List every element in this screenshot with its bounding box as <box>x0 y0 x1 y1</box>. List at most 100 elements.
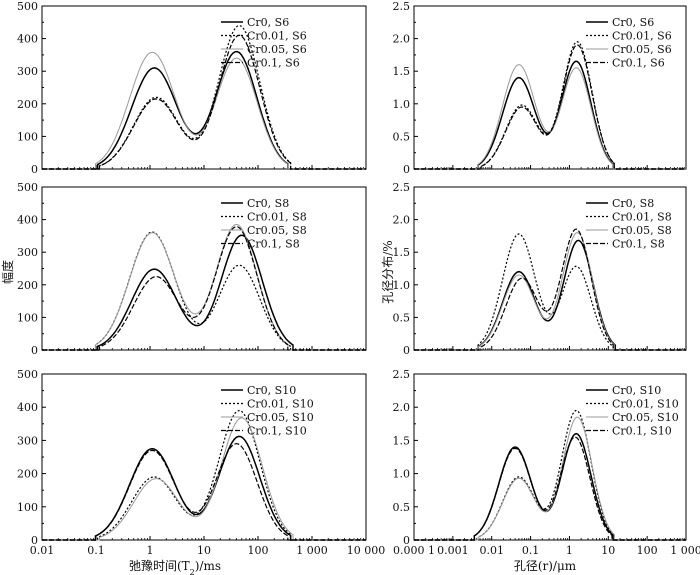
legend-label: Cr0.1, S8 <box>612 238 665 251</box>
legend-label: Cr0.01, S6 <box>247 30 307 43</box>
y-tick-label: 500 <box>17 181 38 194</box>
series-line-Cr0-1 <box>414 228 686 351</box>
series-line-Cr0 <box>42 50 366 170</box>
y-tick-label: 2.5 <box>393 181 411 194</box>
x-tick-label: 1 000 <box>296 544 328 557</box>
legend-label: Cr0.05, S6 <box>612 43 672 56</box>
y-tick-label: 2.0 <box>393 33 411 46</box>
x-tick-label: 10 <box>601 544 615 557</box>
y-tick-label: 1.5 <box>393 65 411 78</box>
y-tick-label: 0 <box>31 163 38 176</box>
series-line-Cr0-05 <box>414 64 686 170</box>
y-tick-label: 200 <box>17 468 38 481</box>
left-x-axis-title-unit: )/ms <box>195 559 221 573</box>
y-tick-label: 0 <box>403 344 410 357</box>
series-line-Cr0 <box>414 432 686 541</box>
x-tick-label: 0.01 <box>30 544 55 557</box>
y-tick-label: 1.0 <box>393 279 411 292</box>
series-line-Cr0 <box>42 435 366 541</box>
legend-label: Cr0.01, S6 <box>612 30 672 43</box>
left-x-axis-title: 弛豫时间(T2)/ms <box>129 559 221 575</box>
y-tick-label: 2.5 <box>393 368 411 381</box>
y-tick-label: 0 <box>403 163 410 176</box>
y-tick-label: 0.5 <box>393 311 411 324</box>
y-tick-label: 1.0 <box>393 468 411 481</box>
left-x-axis-title-sub: 2 <box>190 568 195 575</box>
legend-label: Cr0.01, S8 <box>612 211 672 224</box>
series-line-Cr0-01 <box>42 231 366 351</box>
legend-label: Cr0.01, S10 <box>247 398 314 411</box>
y-tick-label: 0 <box>31 534 38 547</box>
x-tick-label: 0.001 <box>437 544 469 557</box>
right-y-axis-title: 孔径分布/% <box>381 240 395 303</box>
panel-right-s10: 0 0.5 1.0 1.5 2.0 2.5 0.000 1 0.001 0.01 0.1 1 10 10… <box>393 368 700 557</box>
y-tick-label: 500 <box>17 0 38 13</box>
series-line-Cr0-1 <box>414 44 686 170</box>
series-line-Cr0-05 <box>42 417 366 541</box>
x-tick-label: 100 <box>637 544 658 557</box>
y-tick-label: 300 <box>17 65 38 78</box>
y-tick-label: 1.5 <box>393 246 411 259</box>
y-tick-label: 0.5 <box>393 130 411 143</box>
plot-frame <box>41 373 367 541</box>
panel-left-s10: 0 100 200 300 400 500 0.01 0.1 1 10 100 1 000 10 000… <box>17 368 385 557</box>
x-tick-label: 1 <box>566 544 573 557</box>
legend-label: Cr0.05, S10 <box>247 411 314 424</box>
legend-label: Cr0.01, S8 <box>247 211 307 224</box>
x-tick-label: 1 <box>147 544 154 557</box>
legend-label: Cr0.1, S8 <box>247 238 300 251</box>
series-line-Cr0 <box>414 239 686 351</box>
y-tick-label: 1.5 <box>393 434 411 447</box>
y-tick-label: 100 <box>17 130 38 143</box>
x-tick-label: 10 000 <box>347 544 386 557</box>
legend-label: Cr0.1, S10 <box>612 425 672 438</box>
y-tick-label: 200 <box>17 279 38 292</box>
legend-label: Cr0, S6 <box>247 16 289 29</box>
legend-label: Cr0, S10 <box>612 384 661 397</box>
series-line-Cr0-1 <box>42 226 366 351</box>
y-tick-label: 100 <box>17 501 38 514</box>
series-line-Cr0-1 <box>42 442 366 541</box>
series-line-Cr0-05 <box>414 416 686 541</box>
y-tick-label: 0 <box>403 534 410 547</box>
series-line-Cr0 <box>42 234 366 351</box>
y-tick-label: 2.0 <box>393 401 411 414</box>
legend-label: Cr0.01, S10 <box>612 398 679 411</box>
legend-label: Cr0.05, S8 <box>612 224 672 237</box>
legend-label: Cr0.1, S10 <box>247 425 307 438</box>
y-tick-label: 0.5 <box>393 501 411 514</box>
legend-label: Cr0, S6 <box>612 16 654 29</box>
y-tick-label: 200 <box>17 98 38 111</box>
series-line-Cr0 <box>414 60 686 170</box>
legend-label: Cr0.1, S6 <box>612 57 665 70</box>
x-tick-label: 100 <box>248 544 269 557</box>
x-tick-label: 10 <box>197 544 211 557</box>
legend-label: Cr0.05, S8 <box>247 224 307 237</box>
x-tick-label: 0.1 <box>87 544 105 557</box>
series-line-Cr0-1 <box>414 436 686 541</box>
x-tick-label: 1 000 <box>670 544 700 557</box>
x-tick-label: 0.000 1 <box>393 544 435 557</box>
legend-label: Cr0.1, S6 <box>247 57 300 70</box>
left-x-axis-title-main: 弛豫时间(T <box>129 559 190 573</box>
legend-label: Cr0, S10 <box>247 384 296 397</box>
y-tick-label: 400 <box>17 214 38 227</box>
y-tick-label: 400 <box>17 33 38 46</box>
y-tick-label: 1.0 <box>393 98 411 111</box>
series-line-Cr0-05 <box>42 51 366 170</box>
legend-label: Cr0.05, S10 <box>612 411 679 424</box>
legend-label: Cr0.05, S6 <box>247 43 307 56</box>
right-x-axis-title: 孔径(r)/μm <box>514 559 577 573</box>
series-line-Cr0-1 <box>42 34 366 170</box>
y-tick-label: 2.5 <box>393 0 411 13</box>
y-tick-label: 2.0 <box>393 214 411 227</box>
legend-label: Cr0, S8 <box>247 197 289 210</box>
series-line-Cr0-01 <box>42 409 366 541</box>
series-line-Cr0-01 <box>414 233 686 351</box>
y-tick-label: 100 <box>17 311 38 324</box>
legend-label: Cr0, S8 <box>612 197 654 210</box>
plot-frame <box>41 186 367 351</box>
